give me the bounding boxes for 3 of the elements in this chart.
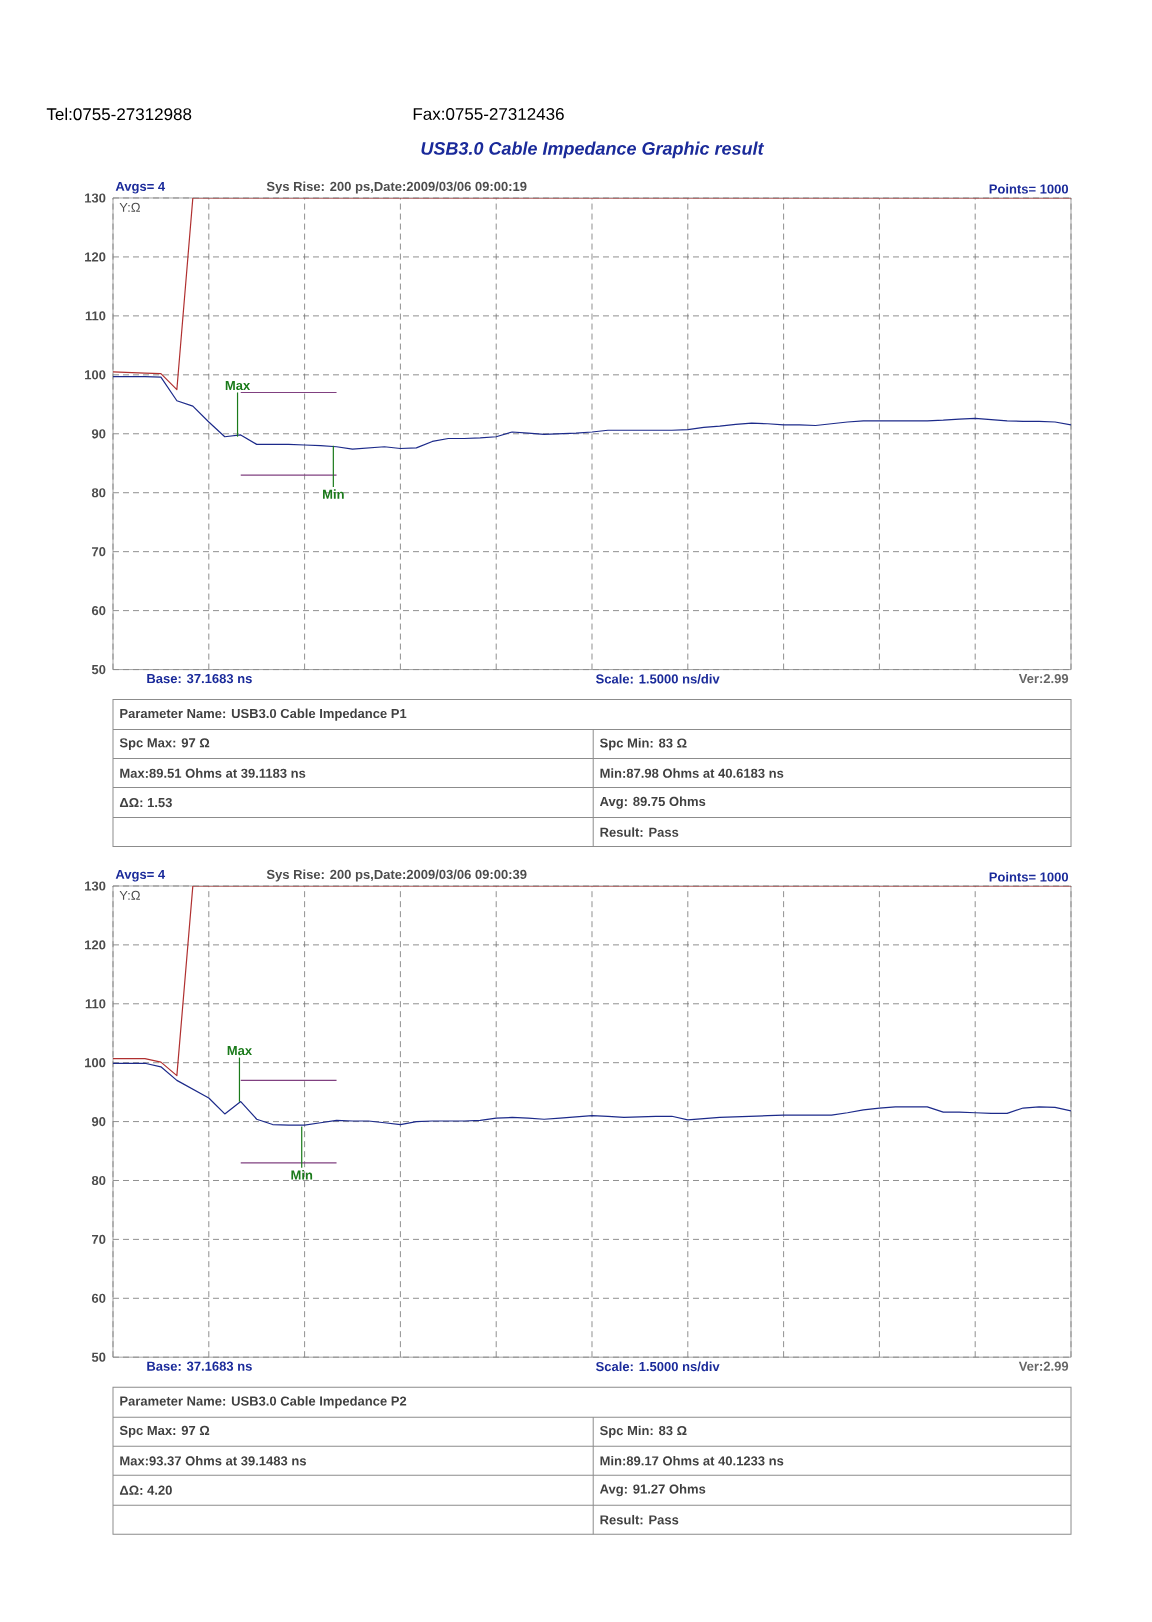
chart-title: USB3.0 Cable Impedance Graphic result [421,141,765,159]
text: Tel:0755-27312988 [46,107,192,121]
text: Fax:0755-27312436 [413,107,564,120]
